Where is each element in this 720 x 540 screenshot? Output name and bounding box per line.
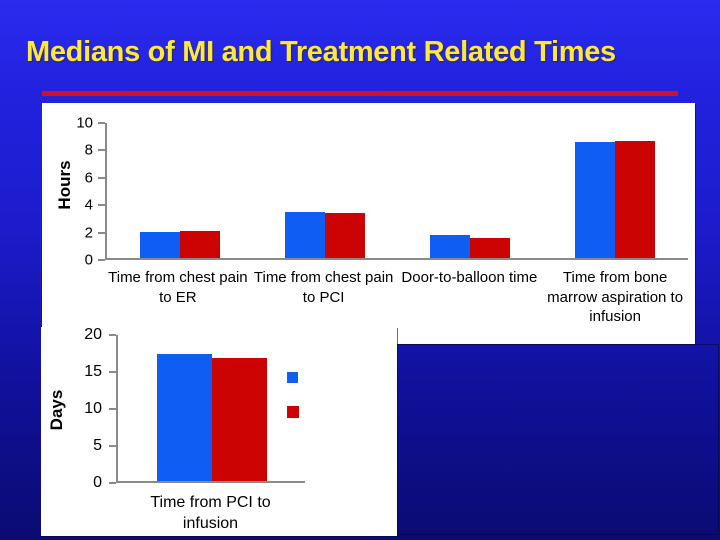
y-tick-mark: [98, 204, 105, 207]
bar: [211, 357, 267, 481]
y-tick-mark: [98, 231, 105, 234]
category-label: Time from bone marrow aspiration to infu…: [547, 269, 684, 325]
y-tick-label: 20: [84, 326, 102, 343]
y-tick-mark: [109, 371, 116, 373]
category-label: Time from chest pain to PCI: [253, 269, 394, 306]
bar: [430, 235, 471, 258]
y-tick-mark: [98, 122, 105, 124]
y-tick-mark: [109, 482, 116, 484]
days-category-labels: Time from PCI to infusion: [116, 493, 305, 535]
y-tick-mark: [98, 259, 105, 261]
category-label: Door-to-balloon time: [401, 269, 538, 286]
bar: [470, 237, 511, 258]
y-tick-label: 10: [84, 400, 102, 417]
y-tick-mark: [98, 176, 105, 179]
y-tick-label: 10: [76, 114, 93, 132]
y-tick-label: 0: [93, 474, 102, 491]
y-tick-label: 8: [84, 141, 93, 159]
days-plot-area: [116, 335, 305, 483]
title-underline-rule: [42, 91, 678, 96]
bar-group: [118, 335, 305, 481]
bar-group: [398, 123, 543, 258]
y-tick-mark: [109, 408, 116, 410]
bar: [139, 232, 180, 258]
bar-group: [107, 123, 252, 258]
bar: [179, 231, 220, 258]
y-tick-mark: [109, 334, 116, 336]
y-tick-label: 0: [84, 251, 93, 269]
category-label: Time from PCI to infusion: [150, 494, 271, 532]
y-tick-mark: [109, 445, 116, 447]
days-chart-panel: Days 0 5 10 15 20 Time from PCI to infusion: [41, 327, 397, 536]
days-y-axis: 0 5 10 15 20: [41, 327, 116, 491]
y-tick-label: 15: [84, 363, 102, 380]
category-label: Time from chest pain to ER: [108, 269, 248, 306]
y-tick-mark: [98, 149, 105, 152]
y-tick-label: 2: [84, 224, 93, 242]
bar: [324, 213, 365, 258]
bar: [284, 212, 325, 258]
bar: [156, 353, 212, 481]
bar: [575, 141, 616, 258]
y-tick-label: 5: [93, 437, 102, 454]
y-tick-label: 4: [84, 196, 93, 214]
hours-plot-area: [105, 123, 688, 260]
hours-category-labels: Time from chest pain to ER Time from ches…: [105, 268, 688, 327]
bar: [615, 140, 656, 258]
bar-group: [543, 123, 688, 258]
y-tick-label: 6: [84, 169, 93, 187]
hours-y-axis: 0 2 4 6 8 10: [42, 116, 105, 268]
hours-chart-panel: Hours 0 2 4 6 8 10 Time from chest pain to ER…: [42, 103, 695, 344]
page-title: Medians of MI and Treatment Related Time…: [26, 36, 616, 68]
bar-group: [252, 123, 397, 258]
